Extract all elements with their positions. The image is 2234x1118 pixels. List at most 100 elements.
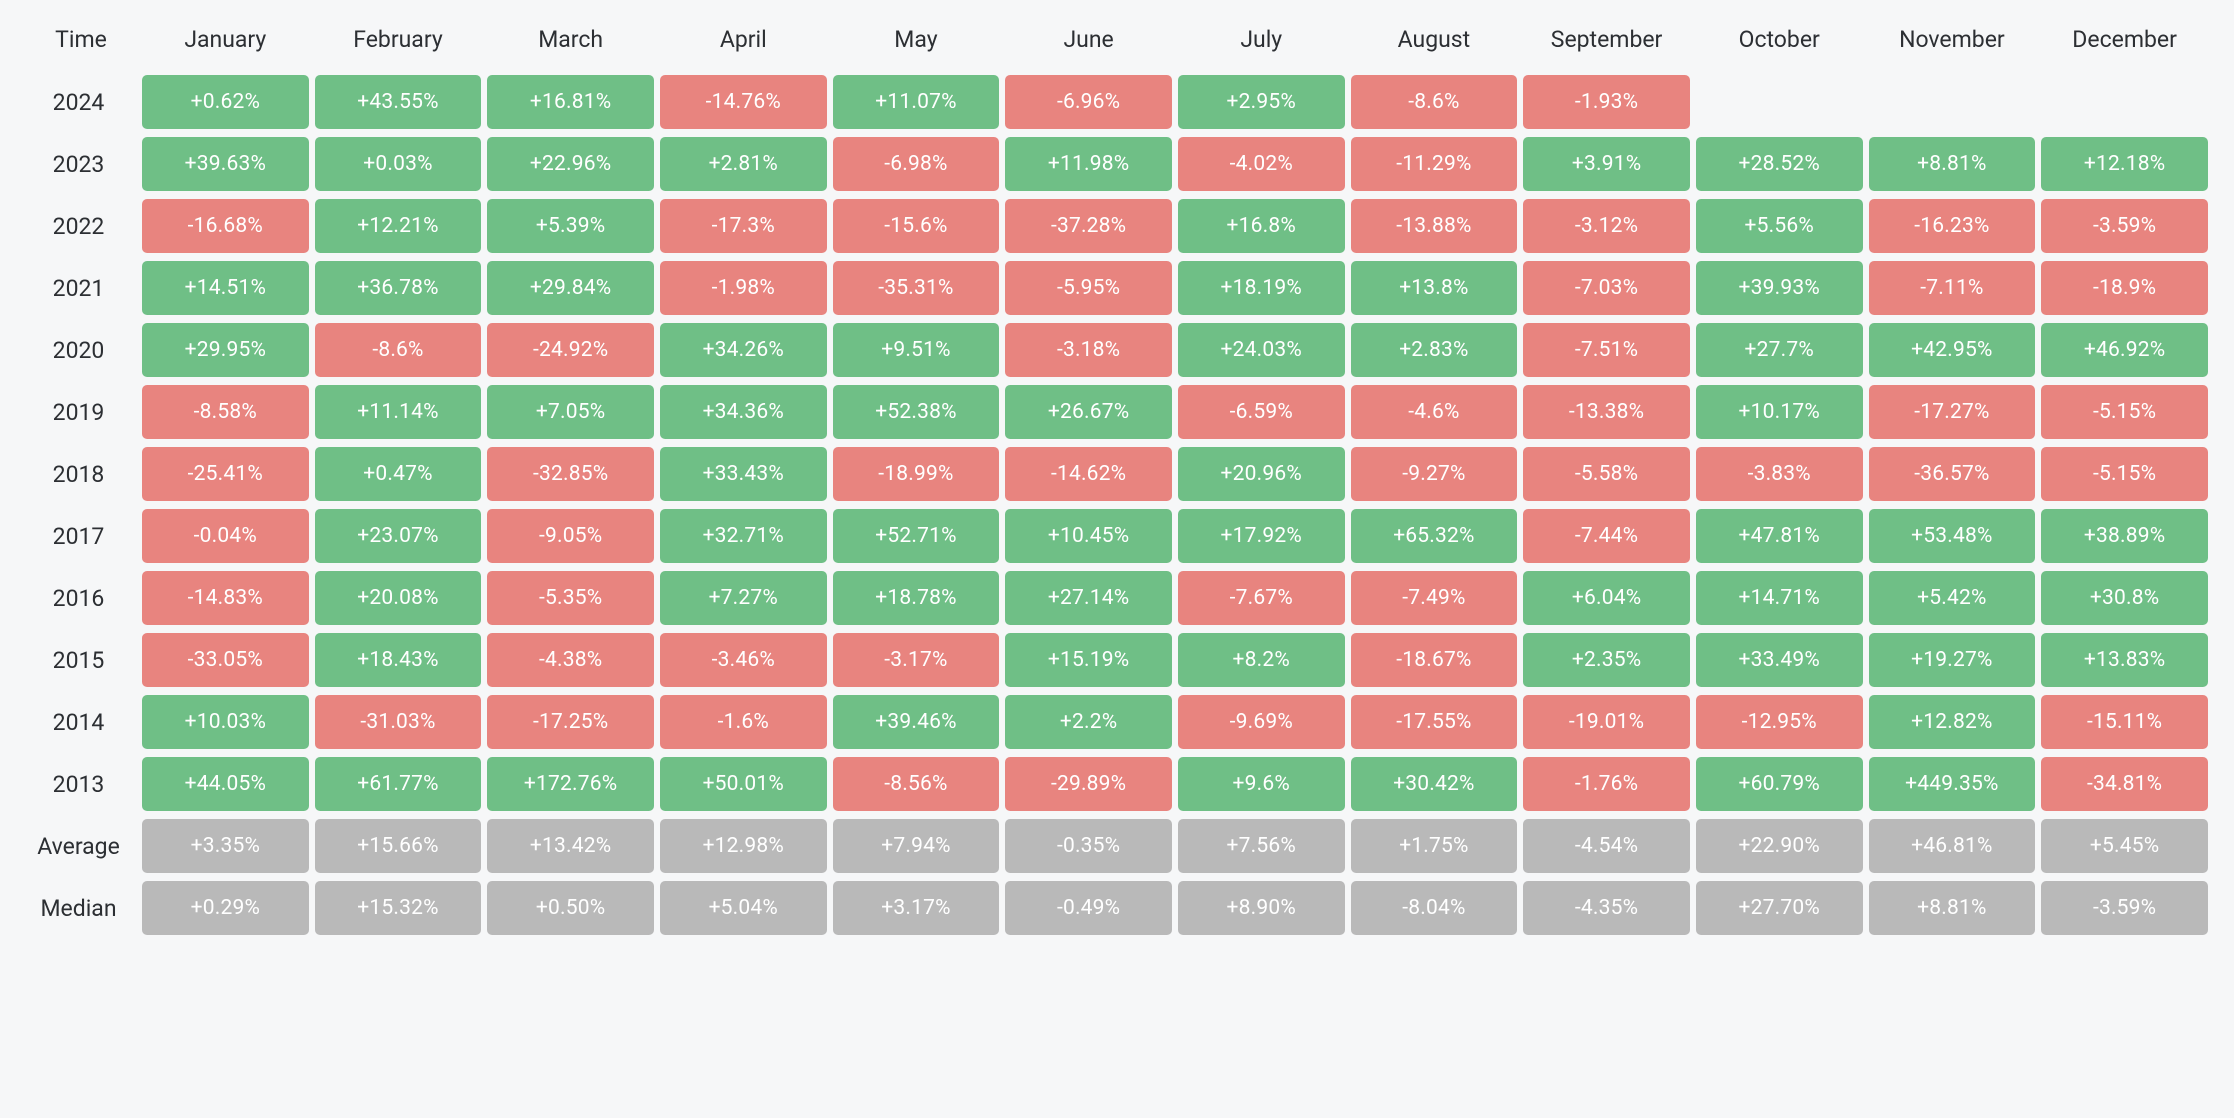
value-cell: +18.19% (1178, 261, 1345, 315)
value-cell: -7.51% (1523, 323, 1690, 377)
value-cell: -0.35% (1005, 819, 1172, 873)
value-cell: +20.08% (315, 571, 482, 625)
value-cell: +61.77% (315, 757, 482, 811)
row-label: 2016 (26, 571, 136, 625)
empty-cell (2041, 75, 2208, 129)
value-cell: +30.8% (2041, 571, 2208, 625)
table-row: 2014+10.03%-31.03%-17.25%-1.6%+39.46%+2.… (26, 695, 2208, 749)
value-cell: +39.93% (1696, 261, 1863, 315)
value-cell: -8.6% (1351, 75, 1518, 129)
table-row: 2022-16.68%+12.21%+5.39%-17.3%-15.6%-37.… (26, 199, 2208, 253)
value-cell: +6.04% (1523, 571, 1690, 625)
value-cell: -35.31% (833, 261, 1000, 315)
value-cell: -13.88% (1351, 199, 1518, 253)
value-cell: -29.89% (1005, 757, 1172, 811)
value-cell: -4.38% (487, 633, 654, 687)
value-cell: +8.81% (1869, 137, 2036, 191)
value-cell: +39.46% (833, 695, 1000, 749)
value-cell: +8.81% (1869, 881, 2036, 935)
month-header: October (1696, 18, 1863, 67)
value-cell: -7.03% (1523, 261, 1690, 315)
value-cell: +27.7% (1696, 323, 1863, 377)
month-header: August (1351, 18, 1518, 67)
table-row: 2024+0.62%+43.55%+16.81%-14.76%+11.07%-6… (26, 75, 2208, 129)
value-cell: +52.38% (833, 385, 1000, 439)
table-row: 2023+39.63%+0.03%+22.96%+2.81%-6.98%+11.… (26, 137, 2208, 191)
value-cell: +44.05% (142, 757, 309, 811)
value-cell: +12.98% (660, 819, 827, 873)
value-cell: +27.70% (1696, 881, 1863, 935)
empty-cell (1696, 75, 1863, 129)
value-cell: +16.8% (1178, 199, 1345, 253)
value-cell: -3.59% (2041, 881, 2208, 935)
value-cell: +2.2% (1005, 695, 1172, 749)
month-header: June (1005, 18, 1172, 67)
row-label: 2024 (26, 75, 136, 129)
returns-heatmap-container: Time JanuaryFebruaryMarchAprilMayJuneJul… (0, 0, 2234, 963)
value-cell: -18.99% (833, 447, 1000, 501)
table-row: 2013+44.05%+61.77%+172.76%+50.01%-8.56%-… (26, 757, 2208, 811)
value-cell: +2.95% (1178, 75, 1345, 129)
value-cell: +27.14% (1005, 571, 1172, 625)
value-cell: -31.03% (315, 695, 482, 749)
month-header: May (833, 18, 1000, 67)
value-cell: -4.35% (1523, 881, 1690, 935)
value-cell: +13.42% (487, 819, 654, 873)
value-cell: -7.49% (1351, 571, 1518, 625)
value-cell: +29.95% (142, 323, 309, 377)
value-cell: +15.66% (315, 819, 482, 873)
value-cell: -9.27% (1351, 447, 1518, 501)
value-cell: +8.90% (1178, 881, 1345, 935)
table-row: Average+3.35%+15.66%+13.42%+12.98%+7.94%… (26, 819, 2208, 873)
value-cell: +22.90% (1696, 819, 1863, 873)
row-label: Median (26, 881, 136, 935)
value-cell: +7.56% (1178, 819, 1345, 873)
value-cell: -19.01% (1523, 695, 1690, 749)
value-cell: +22.96% (487, 137, 654, 191)
value-cell: +0.47% (315, 447, 482, 501)
value-cell: +10.03% (142, 695, 309, 749)
value-cell: +53.48% (1869, 509, 2036, 563)
value-cell: -17.27% (1869, 385, 2036, 439)
value-cell: -6.96% (1005, 75, 1172, 129)
table-row: 2016-14.83%+20.08%-5.35%+7.27%+18.78%+27… (26, 571, 2208, 625)
month-header: January (142, 18, 309, 67)
value-cell: +34.36% (660, 385, 827, 439)
value-cell: +5.56% (1696, 199, 1863, 253)
value-cell: -8.04% (1351, 881, 1518, 935)
value-cell: -12.95% (1696, 695, 1863, 749)
value-cell: -3.18% (1005, 323, 1172, 377)
value-cell: -3.59% (2041, 199, 2208, 253)
value-cell: +26.67% (1005, 385, 1172, 439)
value-cell: -24.92% (487, 323, 654, 377)
value-cell: +12.21% (315, 199, 482, 253)
month-header: July (1178, 18, 1345, 67)
value-cell: +42.95% (1869, 323, 2036, 377)
value-cell: +17.92% (1178, 509, 1345, 563)
value-cell: +449.35% (1869, 757, 2036, 811)
value-cell: -17.3% (660, 199, 827, 253)
value-cell: +14.51% (142, 261, 309, 315)
value-cell: -1.6% (660, 695, 827, 749)
value-cell: +65.32% (1351, 509, 1518, 563)
value-cell: -8.58% (142, 385, 309, 439)
value-cell: -11.29% (1351, 137, 1518, 191)
table-row: 2020+29.95%-8.6%-24.92%+34.26%+9.51%-3.1… (26, 323, 2208, 377)
value-cell: +0.50% (487, 881, 654, 935)
value-cell: +50.01% (660, 757, 827, 811)
value-cell: -18.9% (2041, 261, 2208, 315)
value-cell: +14.71% (1696, 571, 1863, 625)
month-header: April (660, 18, 827, 67)
value-cell: -16.23% (1869, 199, 2036, 253)
table-row: 2017-0.04%+23.07%-9.05%+32.71%+52.71%+10… (26, 509, 2208, 563)
value-cell: -6.59% (1178, 385, 1345, 439)
table-row: 2018-25.41%+0.47%-32.85%+33.43%-18.99%-1… (26, 447, 2208, 501)
value-cell: -18.67% (1351, 633, 1518, 687)
value-cell: -7.44% (1523, 509, 1690, 563)
value-cell: +32.71% (660, 509, 827, 563)
value-cell: -5.58% (1523, 447, 1690, 501)
value-cell: +0.62% (142, 75, 309, 129)
value-cell: +60.79% (1696, 757, 1863, 811)
value-cell: -3.83% (1696, 447, 1863, 501)
month-header: September (1523, 18, 1690, 67)
